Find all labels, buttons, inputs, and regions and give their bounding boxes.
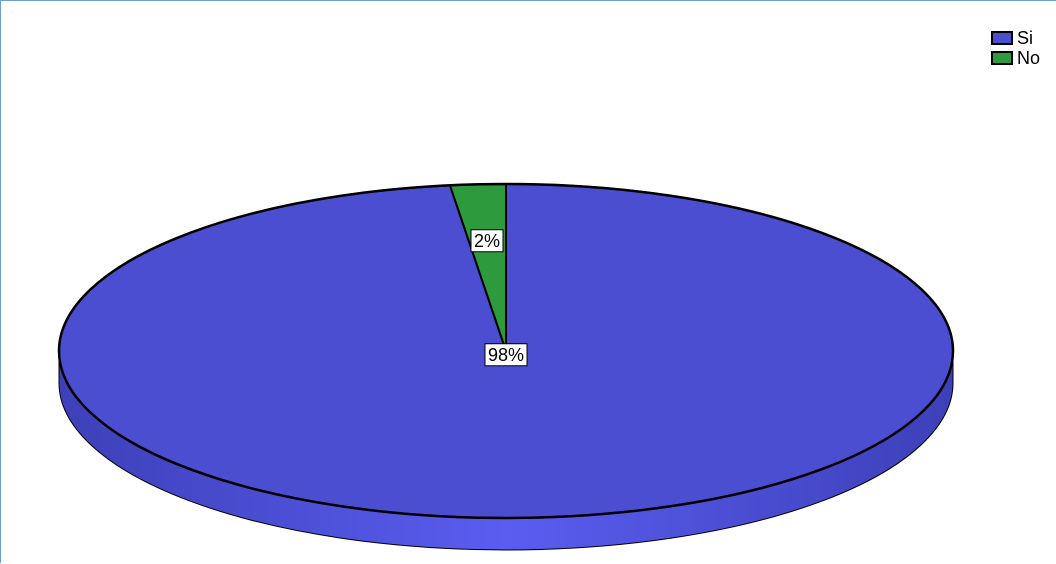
legend-label-si: Si <box>1017 28 1033 48</box>
legend-item-no: No <box>991 48 1040 68</box>
legend: Si No <box>991 28 1040 68</box>
data-label-no: 2% <box>474 231 500 251</box>
legend-item-si: Si <box>991 28 1040 48</box>
data-label-si-group: 98% <box>485 344 527 366</box>
legend-label-no: No <box>1017 48 1040 68</box>
legend-swatch-si <box>991 31 1013 45</box>
data-label-si: 98% <box>488 345 524 365</box>
data-label-no-group: 2% <box>471 230 503 252</box>
legend-swatch-no <box>991 51 1013 65</box>
